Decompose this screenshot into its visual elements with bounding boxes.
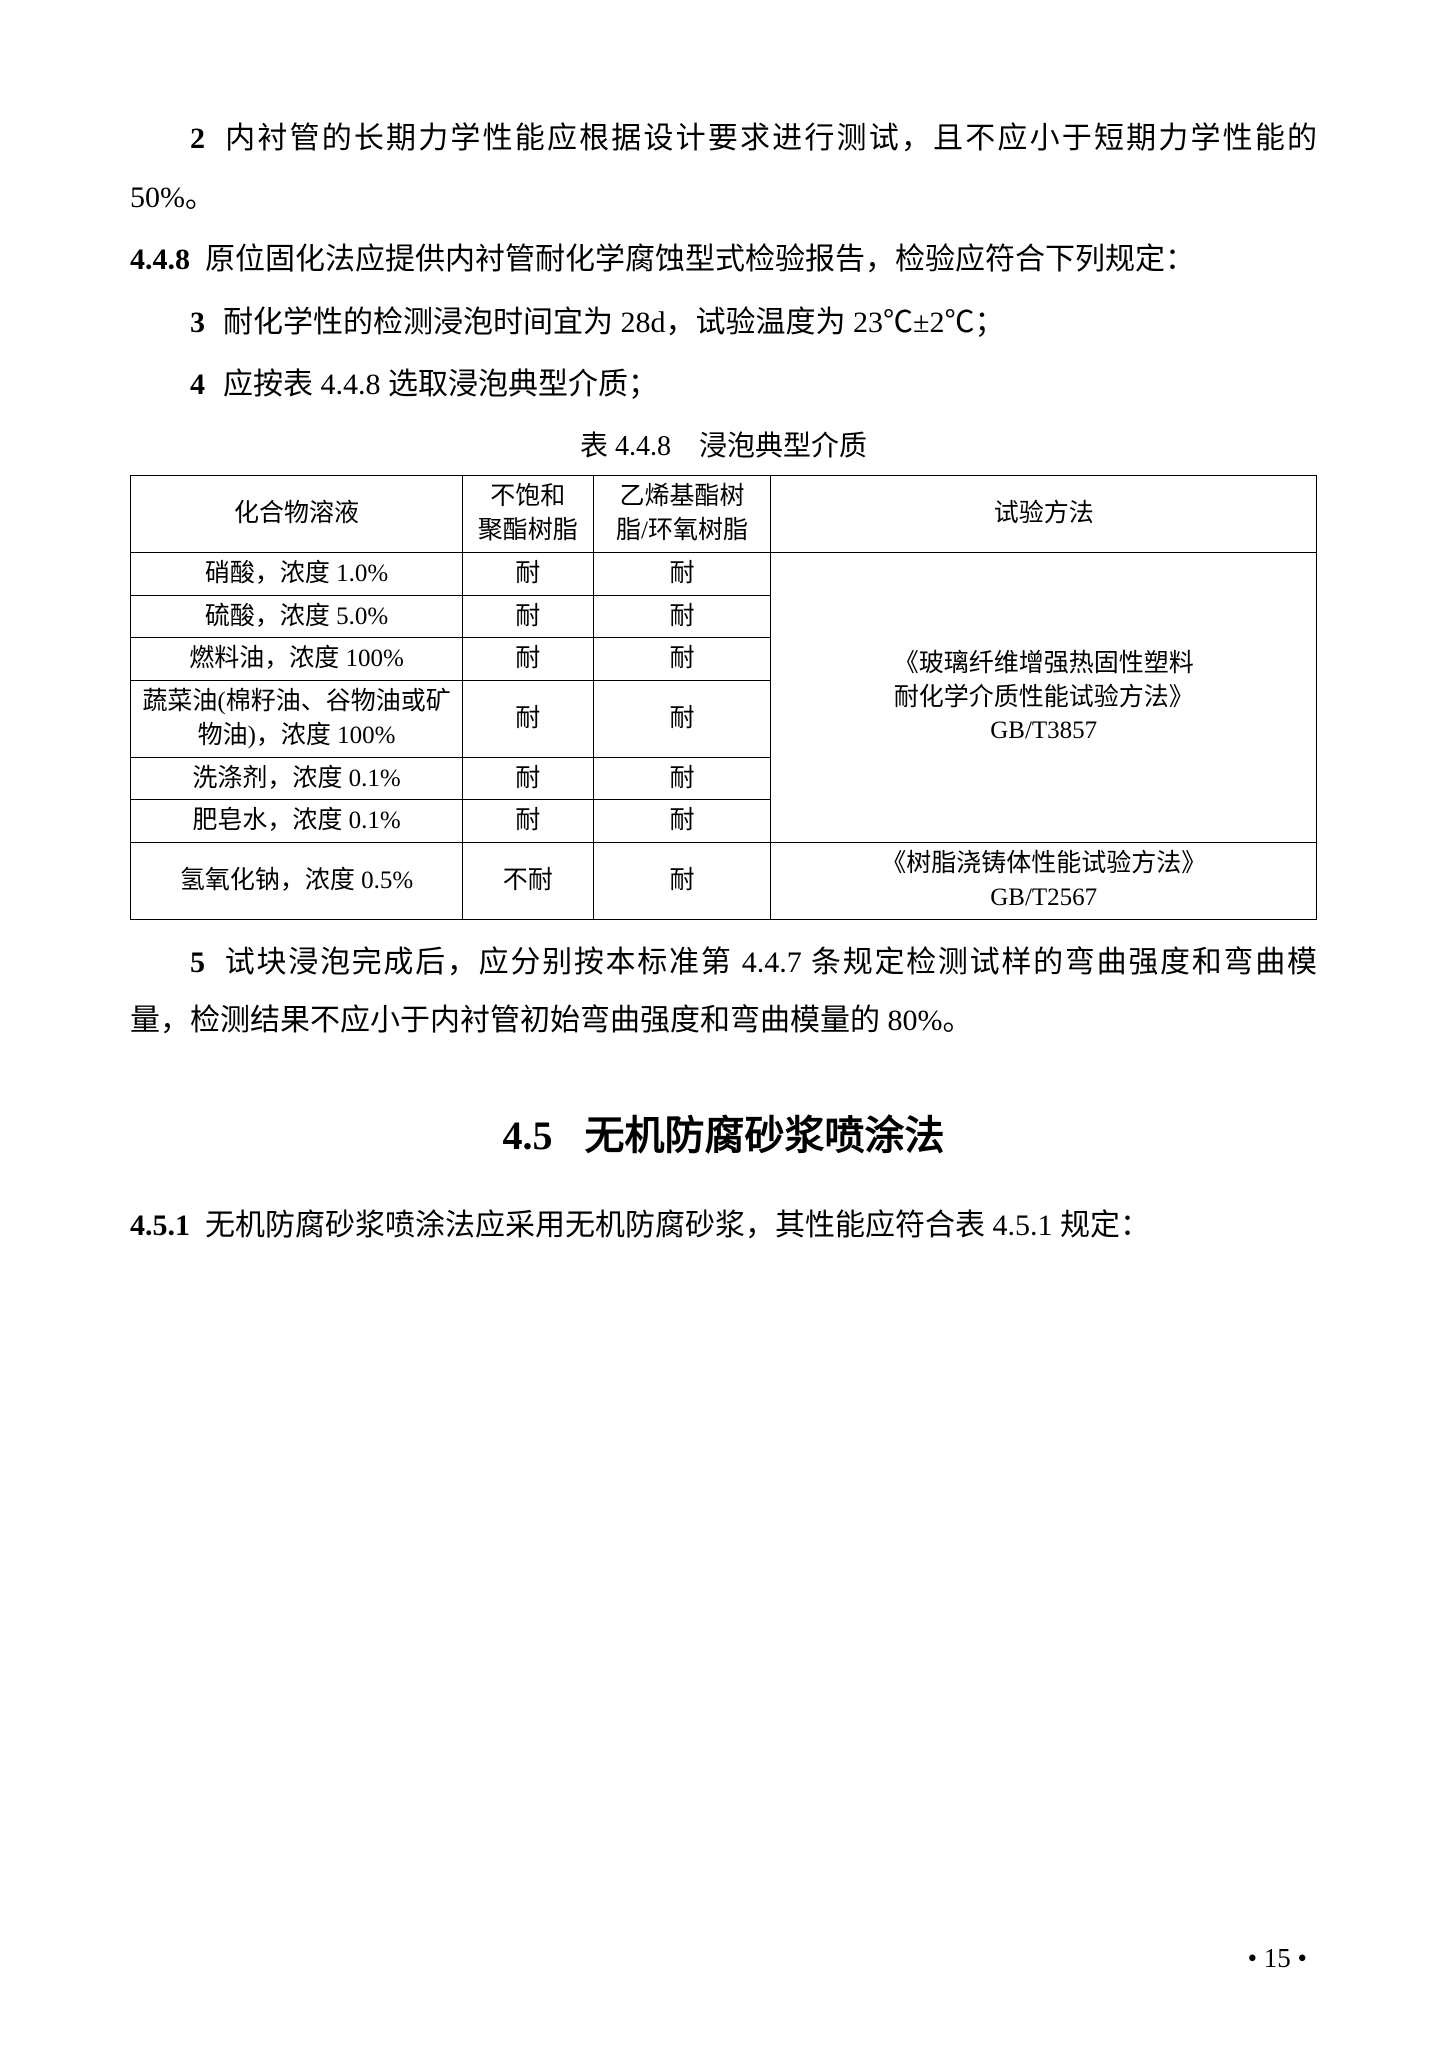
cell-r2: 耐 — [593, 638, 771, 681]
item-number: 2 — [190, 122, 205, 155]
item-number: 5 — [190, 946, 205, 979]
cell-r2: 耐 — [593, 843, 771, 920]
paragraph-item-4: 4 应按表 4.4.8 选取浸泡典型介质； — [130, 356, 1317, 415]
header-compound: 化合物溶液 — [131, 476, 463, 553]
paragraph-text: 内衬管的长期力学性能应根据设计要求进行测试，且不应小于短期力学性能的 50%。 — [130, 122, 1317, 214]
cell-compound: 燃料油，浓度 100% — [131, 638, 463, 681]
cell-r2: 耐 — [593, 800, 771, 843]
cell-method-2: 《树脂浇铸体性能试验方法》 GB/T2567 — [771, 843, 1317, 920]
cell-compound: 洗涤剂，浓度 0.1% — [131, 757, 463, 800]
cell-r2: 耐 — [593, 595, 771, 638]
table-header-row: 化合物溶液 不饱和 聚酯树脂 乙烯基酯树 脂/环氧树脂 试验方法 — [131, 476, 1317, 553]
cell-r1: 耐 — [463, 595, 593, 638]
cell-compound: 硝酸，浓度 1.0% — [131, 552, 463, 595]
cell-compound: 肥皂水，浓度 0.1% — [131, 800, 463, 843]
page-number: • 15 • — [1248, 1943, 1307, 1974]
paragraph-text: 试块浸泡完成后，应分别按本标准第 4.4.7 条规定检测试样的弯曲强度和弯曲模量… — [130, 946, 1317, 1038]
clause-text: 无机防腐砂浆喷涂法应采用无机防腐砂浆，其性能应符合表 4.5.1 规定： — [205, 1209, 1150, 1242]
clause-4-5-1: 4.5.1 无机防腐砂浆喷涂法应采用无机防腐砂浆，其性能应符合表 4.5.1 规… — [130, 1197, 1317, 1256]
paragraph-item-2: 2内衬管的长期力学性能应根据设计要求进行测试，且不应小于短期力学性能的 50%。 — [130, 110, 1317, 227]
cell-r2: 耐 — [593, 757, 771, 800]
item-number: 3 — [190, 306, 205, 339]
section-number: 4.5 — [503, 1113, 553, 1158]
header-resin1: 不饱和 聚酯树脂 — [463, 476, 593, 553]
cell-r1: 耐 — [463, 757, 593, 800]
section-4-5-heading: 4.5 无机防腐砂浆喷涂法 — [130, 1103, 1317, 1161]
table-title-number: 4.4.8 — [615, 431, 671, 462]
clause-text: 原位固化法应提供内衬管耐化学腐蚀型式检验报告，检验应符合下列规定： — [205, 243, 1195, 276]
paragraph-text: 耐化学性的检测浸泡时间宜为 28d，试验温度为 23℃±2℃； — [223, 306, 1004, 339]
clause-number: 4.5.1 — [130, 1209, 190, 1242]
cell-r1: 耐 — [463, 638, 593, 681]
header-method: 试验方法 — [771, 476, 1317, 553]
cell-r1: 耐 — [463, 681, 593, 758]
table-title-text: 浸泡典型介质 — [699, 431, 867, 462]
table-row: 硝酸，浓度 1.0% 耐 耐 《玻璃纤维增强热固性塑料 耐化学介质性能试验方法》… — [131, 552, 1317, 595]
header-resin2: 乙烯基酯树 脂/环氧树脂 — [593, 476, 771, 553]
paragraph-item-5: 5试块浸泡完成后，应分别按本标准第 4.4.7 条规定检测试样的弯曲强度和弯曲模… — [130, 934, 1317, 1051]
cell-method-1: 《玻璃纤维增强热固性塑料 耐化学介质性能试验方法》 GB/T3857 — [771, 552, 1317, 842]
table-row: 氢氧化钠，浓度 0.5% 不耐 耐 《树脂浇铸体性能试验方法》 GB/T2567 — [131, 843, 1317, 920]
cell-r1: 耐 — [463, 800, 593, 843]
clause-4-4-8: 4.4.8 原位固化法应提供内衬管耐化学腐蚀型式检验报告，检验应符合下列规定： — [130, 231, 1317, 290]
table-448: 化合物溶液 不饱和 聚酯树脂 乙烯基酯树 脂/环氧树脂 试验方法 硝酸，浓度 1… — [130, 475, 1317, 919]
paragraph-text: 应按表 4.4.8 选取浸泡典型介质； — [223, 368, 658, 401]
table-title-prefix: 表 — [580, 431, 608, 462]
cell-r2: 耐 — [593, 681, 771, 758]
clause-number: 4.4.8 — [130, 243, 190, 276]
cell-compound: 氢氧化钠，浓度 0.5% — [131, 843, 463, 920]
cell-compound: 蔬菜油(棉籽油、谷物油或矿物油)，浓度 100% — [131, 681, 463, 758]
cell-r2: 耐 — [593, 552, 771, 595]
paragraph-item-3: 3 耐化学性的检测浸泡时间宜为 28d，试验温度为 23℃±2℃； — [130, 294, 1317, 353]
section-title: 无机防腐砂浆喷涂法 — [585, 1113, 945, 1158]
cell-compound: 硫酸，浓度 5.0% — [131, 595, 463, 638]
cell-r1: 不耐 — [463, 843, 593, 920]
cell-r1: 耐 — [463, 552, 593, 595]
item-number: 4 — [190, 368, 205, 401]
table-448-title: 表 4.4.8 浸泡典型介质 — [130, 425, 1317, 470]
